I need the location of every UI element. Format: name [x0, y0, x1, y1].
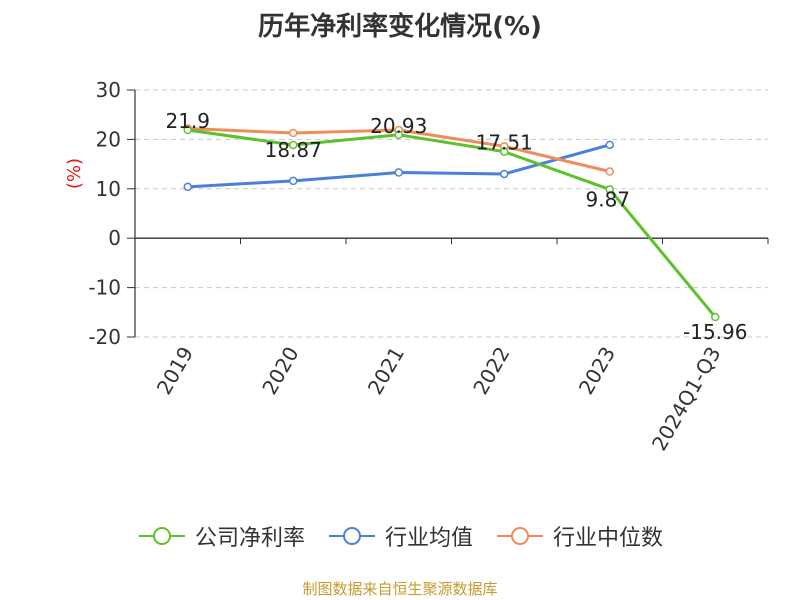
y-tick-label: 0: [108, 226, 121, 250]
data-point: [500, 169, 509, 179]
legend-marker: [138, 527, 185, 545]
x-tick-label: 2022: [468, 343, 514, 399]
source-footer: 制图数据来自恒生聚源数据库: [302, 580, 498, 598]
y-tick-label: -10: [88, 276, 121, 300]
legend-label: 行业中位数: [553, 526, 664, 551]
data-point: [500, 147, 509, 156]
data-label: 20.93: [370, 114, 427, 138]
series-line: [187, 128, 717, 318]
data-point: [183, 182, 192, 192]
data-point: [289, 140, 298, 150]
data-point: [711, 312, 720, 322]
data-label: 21.9: [165, 109, 210, 133]
data-point: [605, 185, 614, 194]
x-tick-label: 2020: [257, 343, 303, 399]
data-point: [605, 140, 614, 150]
data-point: [394, 130, 403, 140]
data-labels: 21.9 18.87 20.93 17.51 9.87 -15.96: [165, 109, 747, 344]
y-tick-label: 20: [96, 127, 121, 151]
legend: 公司净利率 行业均值 行业中位数: [0, 520, 800, 552]
legend-item[interactable]: 行业中位数: [495, 520, 663, 552]
chart-title: 历年净利率变化情况(%): [258, 12, 542, 42]
data-point: [605, 167, 614, 176]
data-point: [289, 128, 298, 138]
y-tick-label: 30: [96, 78, 121, 102]
legend-marker: [497, 527, 543, 545]
data-label: 9.87: [585, 187, 630, 211]
legend-label: 行业均值: [384, 526, 473, 551]
data-label: 18.87: [265, 138, 322, 162]
gridlines: [135, 89, 768, 338]
x-tick-label: 2021: [363, 343, 409, 399]
data-point: [394, 168, 403, 177]
y-axis-label: (%): [64, 158, 85, 189]
data-label: -15.96: [683, 320, 747, 344]
data-label: 17.51: [476, 131, 533, 155]
x-tick-label: 2023: [574, 343, 620, 399]
legend-label: 公司净利率: [194, 526, 305, 551]
y-tick-label: 10: [96, 177, 121, 201]
x-tick-label: 2019: [152, 343, 198, 399]
data-point: [289, 176, 298, 186]
data-point: [183, 125, 192, 135]
legend-item[interactable]: 公司净利率: [137, 520, 305, 552]
legend-marker: [328, 527, 375, 545]
x-tick-label: 2024Q1-Q3: [647, 343, 726, 455]
y-tick-label: -20: [88, 325, 121, 349]
legend-item[interactable]: 行业均值: [327, 520, 473, 552]
series-lines: [183, 124, 720, 322]
